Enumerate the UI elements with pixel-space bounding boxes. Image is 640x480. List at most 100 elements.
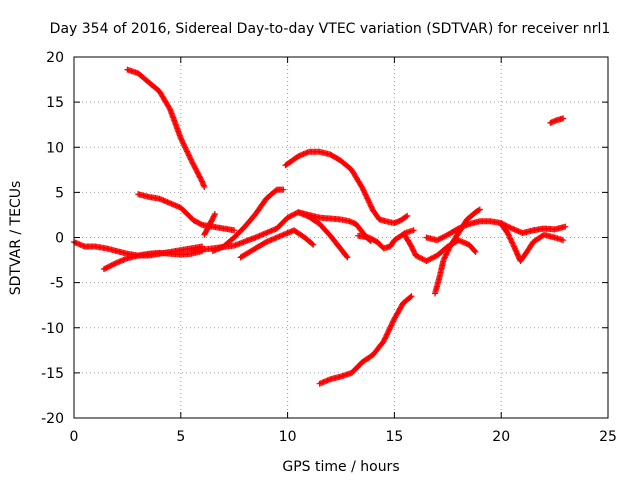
data-point [211, 212, 218, 219]
series-arc-mid-cluster [355, 227, 417, 252]
data-point [436, 235, 443, 242]
series-arc-east-dip [498, 220, 567, 264]
data-point [385, 328, 392, 335]
data-point [442, 233, 449, 240]
x-axis-label: GPS time / hours [282, 459, 399, 475]
data-point [472, 248, 479, 255]
data-point [185, 152, 192, 159]
data-point [416, 254, 423, 261]
data-point [359, 186, 366, 193]
data-point [403, 213, 410, 220]
data-point [384, 330, 391, 337]
data-point [366, 199, 373, 206]
tick-marks [73, 56, 609, 419]
data-point [180, 140, 187, 147]
y-tick-label: -10 [41, 321, 64, 337]
y-axis-label: SDTVAR / TECUs [8, 181, 24, 296]
x-tick-label: 15 [385, 429, 403, 445]
x-tick-labels: 0 5 10 15 20 25 [70, 429, 617, 445]
data-point [509, 239, 516, 246]
data-point [510, 242, 517, 249]
data-point [381, 336, 388, 343]
data-point [390, 317, 397, 324]
data-point [388, 322, 395, 329]
data-point [435, 236, 442, 243]
data-point [415, 253, 422, 260]
data-point [287, 213, 294, 220]
data-point [363, 192, 370, 199]
data-point [359, 184, 366, 191]
data-point [442, 253, 449, 260]
data-point [177, 135, 184, 142]
data-point [407, 294, 414, 301]
y-tick-label: -20 [41, 411, 64, 427]
x-tick-label: 20 [492, 429, 510, 445]
data-point [383, 331, 390, 338]
data-point [508, 238, 515, 245]
data-point [504, 229, 511, 236]
data-point [387, 323, 394, 330]
data-point [440, 233, 447, 240]
data-point [380, 338, 387, 345]
data-point [179, 137, 186, 144]
data-point [344, 254, 351, 261]
data-point [179, 139, 186, 146]
series-arc-small-hook [201, 211, 218, 238]
data-point [187, 156, 194, 163]
data-point [361, 190, 368, 197]
data-point [184, 149, 191, 156]
y-tick-label: -5 [50, 276, 64, 292]
series-arc-high-descending [124, 66, 208, 190]
data-point [280, 186, 287, 193]
data-point [343, 253, 350, 260]
data-point [560, 237, 567, 244]
data-point [186, 153, 193, 160]
data-point [414, 253, 421, 260]
data-point [423, 257, 430, 264]
series-layer [71, 66, 569, 387]
data-point [360, 187, 367, 194]
data-point [440, 257, 447, 264]
data-point [507, 236, 514, 243]
data-point [438, 235, 445, 242]
data-point [390, 318, 397, 325]
data-point [211, 211, 218, 218]
data-point [434, 237, 441, 244]
data-point [291, 211, 298, 218]
data-point [184, 148, 191, 155]
data-point [284, 214, 291, 221]
chart-title: Day 354 of 2016, Sidereal Day-to-day VTE… [50, 21, 611, 37]
data-point [507, 235, 514, 242]
data-point [418, 255, 425, 262]
data-point [381, 335, 388, 342]
data-point [166, 105, 173, 112]
data-point [292, 210, 299, 217]
data-point [505, 231, 512, 238]
data-point [424, 257, 431, 264]
data-point [185, 151, 192, 158]
data-point [364, 195, 371, 202]
data-point [426, 256, 433, 263]
data-point [509, 240, 516, 247]
data-point [431, 253, 438, 260]
data-point [476, 206, 483, 213]
x-tick-label: 0 [70, 429, 79, 445]
series-arc-late-short [547, 115, 567, 126]
data-point [198, 177, 205, 184]
x-tick-label: 5 [176, 429, 185, 445]
data-point [410, 227, 417, 234]
data-point [562, 223, 569, 230]
data-point [182, 145, 189, 152]
y-tick-labels: -20 -15 -10 -5 0 5 10 15 20 [41, 50, 64, 427]
data-point [505, 232, 512, 239]
data-point [358, 183, 365, 190]
data-point [387, 325, 394, 332]
y-tick-label: -15 [41, 366, 64, 382]
data-point [506, 224, 513, 231]
data-point [419, 255, 426, 262]
data-point [289, 211, 296, 218]
data-point [443, 251, 450, 258]
data-point [560, 115, 567, 122]
x-tick-label: 25 [599, 429, 617, 445]
